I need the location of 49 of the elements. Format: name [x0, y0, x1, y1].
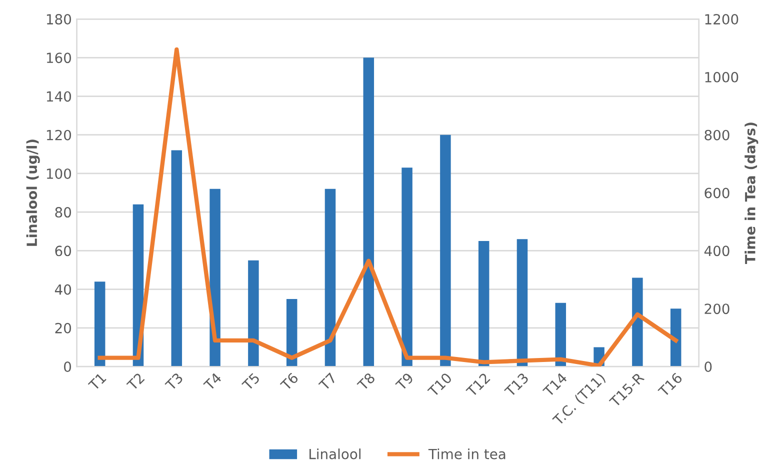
- y-tick-label: 20: [55, 322, 72, 334]
- x-tick-label: T5: [241, 372, 260, 392]
- x-tick-label: T10: [427, 372, 452, 398]
- y-tick-label: 140: [46, 91, 72, 102]
- x-tick-label: T7: [318, 372, 337, 392]
- y2-tick-label: 1200: [705, 14, 738, 25]
- bar: [324, 188, 336, 367]
- x-tick-label: T14: [542, 372, 568, 398]
- y2-tick-label: 400: [704, 246, 730, 256]
- bar: [632, 278, 643, 367]
- y2-tick-label: 800: [704, 130, 730, 140]
- y-tick-label: 0: [64, 361, 72, 372]
- bar: [94, 282, 106, 367]
- line-series: [98, 47, 678, 367]
- x-tick-label: T1: [88, 372, 106, 392]
- bar: [555, 302, 566, 367]
- legend-label: Time in tea: [428, 448, 506, 460]
- bar: [516, 239, 528, 367]
- y2-tick-label: 1000: [705, 72, 738, 82]
- y2-tick-label: 600: [704, 188, 730, 198]
- bar: [402, 168, 412, 367]
- x-tick-label: T3: [164, 372, 184, 392]
- y-tick-label: 100: [46, 168, 72, 179]
- legend-label: Linalool: [310, 448, 360, 460]
- y-tick-label: 180: [46, 14, 72, 25]
- y-axis-title: Linalool (ug/l): [26, 140, 40, 246]
- bar: [670, 308, 682, 367]
- x-tick-label: T8: [356, 372, 376, 392]
- y2-tick-label: 0: [704, 361, 712, 372]
- bar: [440, 134, 451, 367]
- bar: [363, 58, 374, 367]
- y-tick-label: 80: [55, 207, 72, 218]
- y-tick-label: 40: [54, 284, 72, 295]
- y2-axis-title: Time in Tea (days): [744, 122, 758, 264]
- x-tick-label: T12: [465, 372, 490, 398]
- x-tick-label: T9: [394, 372, 414, 392]
- bar: [248, 260, 259, 367]
- x-tick-label: T6: [280, 372, 299, 392]
- x-tick-label: T2: [126, 372, 145, 392]
- bar: [478, 241, 490, 367]
- bar: [171, 150, 182, 367]
- y2-tick-label: 200: [704, 304, 730, 314]
- y-tick-label: 120: [46, 130, 72, 140]
- x-tick-label: T16: [657, 372, 683, 398]
- x-tick-label: T13: [504, 372, 530, 398]
- y-tick-label: 60: [55, 246, 72, 256]
- y-tick-label: 160: [46, 52, 72, 64]
- bar: [286, 298, 298, 367]
- x-tick-label: T4: [203, 372, 222, 392]
